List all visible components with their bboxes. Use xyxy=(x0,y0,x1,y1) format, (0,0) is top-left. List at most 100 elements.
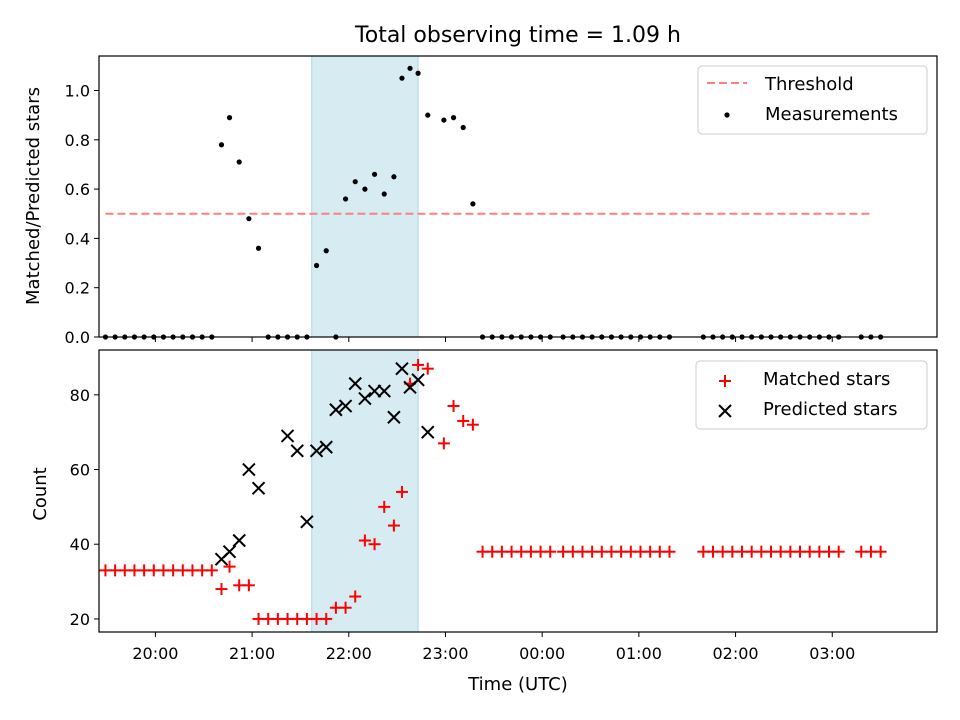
bottom-panel: 20 40 60 80 20:00 21:00 22:00 23:00 00:00 01:00 0… xyxy=(30,349,938,695)
bottom-legend-box xyxy=(695,360,928,430)
top-y-tick-label: 0.2 xyxy=(65,279,90,298)
predicted-star-point xyxy=(242,462,256,477)
matched-star-point xyxy=(412,358,425,371)
matched-star-point xyxy=(368,538,381,551)
legend-predicted-label: Predicted stars xyxy=(763,399,897,420)
matched-star-point xyxy=(663,545,676,558)
measurement-point xyxy=(218,142,225,148)
bottom-plot-frame xyxy=(98,349,938,633)
top-panel: 0.0 0.2 0.4 0.6 0.8 1.0 Total observing time … xyxy=(23,23,938,347)
top-chart-title: Total observing time = 1.09 h xyxy=(354,23,681,48)
matched-star-point xyxy=(421,362,434,375)
measurement-point xyxy=(381,191,387,197)
predicted-star-point xyxy=(348,376,362,391)
matched-star-point xyxy=(395,485,408,498)
bottom-x-tick-label: 00:00 xyxy=(519,644,565,663)
predicted-star-point xyxy=(367,384,382,398)
matched-star-point xyxy=(544,545,557,558)
matched-star-point xyxy=(437,437,450,450)
legend-measurements-label: Measurements xyxy=(765,104,898,125)
matched-star-point xyxy=(387,519,400,532)
predicted-star-point xyxy=(421,425,435,439)
legend-measurements-marker xyxy=(724,112,730,118)
legend-matched-marker xyxy=(719,375,731,387)
matched-star-point xyxy=(466,418,479,431)
bottom-y-tick-label: 60 xyxy=(70,461,90,480)
measurement-point xyxy=(460,124,466,131)
bottom-y-axis-label: Count xyxy=(30,467,51,520)
predicted-star-point xyxy=(329,403,343,417)
measurement-point xyxy=(226,115,233,121)
top-y-tick-label: 0.6 xyxy=(65,180,90,199)
measurement-point xyxy=(391,174,397,180)
predicted-star-point xyxy=(232,533,246,548)
matched-star-point xyxy=(457,414,470,427)
measurement-point xyxy=(246,216,252,222)
matched-star-point xyxy=(339,601,352,614)
top-y-tick-label: 0.8 xyxy=(65,131,90,150)
bottom-x-tick-label: 01:00 xyxy=(616,644,662,663)
matched-star-point xyxy=(215,583,228,596)
top-legend-box xyxy=(697,65,928,135)
measurement-point xyxy=(470,201,476,207)
measurement-point xyxy=(352,179,358,185)
measurement-point xyxy=(342,196,349,202)
legend-threshold-label: Threshold xyxy=(764,74,854,95)
matched-star-point xyxy=(205,564,218,577)
bottom-x-tick-label: 23:00 xyxy=(422,644,468,663)
legend-predicted-marker xyxy=(718,404,732,418)
measurement-point xyxy=(425,112,431,118)
matched-star-point xyxy=(349,590,362,603)
measurement-point xyxy=(255,245,262,251)
top-y-tick-label: 0.0 xyxy=(65,328,90,347)
bottom-x-tick-label: 21:00 xyxy=(229,644,275,663)
measurement-point xyxy=(450,115,457,121)
predicted-star-point xyxy=(251,481,266,495)
shaded-observing-span xyxy=(311,55,419,338)
bottom-legend: Matched stars Predicted stars xyxy=(695,360,928,430)
bottom-x-tick-label: 02:00 xyxy=(713,644,759,663)
measurement-point xyxy=(313,262,320,269)
top-y-tick-label: 1.0 xyxy=(65,82,90,101)
legend-matched-label: Matched stars xyxy=(763,369,890,390)
predicted-star-point xyxy=(319,440,333,454)
bottom-x-tick-label: 20:00 xyxy=(132,644,178,663)
measurement-point xyxy=(371,171,378,177)
matched-star-point xyxy=(320,612,333,625)
matched-star-point xyxy=(358,534,371,547)
predicted-star-point xyxy=(290,444,304,458)
measurement-point xyxy=(323,248,329,254)
top-y-axis-label: Matched/Predicted stars xyxy=(23,87,44,305)
bottom-x-axis-label: Time (UTC) xyxy=(467,674,568,695)
predicted-star-point xyxy=(309,444,324,458)
bottom-x-tick-label: 22:00 xyxy=(326,644,372,663)
top-y-tick-label: 0.4 xyxy=(65,229,90,248)
predicted-star-point xyxy=(387,410,401,424)
measurement-point xyxy=(236,159,242,165)
matched-star-point xyxy=(874,545,887,558)
predicted-star-point xyxy=(395,361,409,376)
matched-star-point xyxy=(223,560,236,573)
measurement-point xyxy=(441,117,447,123)
matched-star-point xyxy=(832,545,845,558)
bottom-y-tick-label: 40 xyxy=(70,535,90,554)
bottom-x-tick-label: 03:00 xyxy=(809,644,855,663)
predicted-star-point xyxy=(280,429,295,443)
bottom-y-tick-label: 80 xyxy=(70,386,90,405)
matched-star-point xyxy=(378,500,391,513)
predicted-star-point xyxy=(411,373,425,387)
matched-star-point xyxy=(242,579,255,592)
predicted-star-point xyxy=(300,515,314,529)
bottom-y-tick-label: 20 xyxy=(70,610,90,629)
top-legend: Threshold Measurements xyxy=(697,65,928,135)
measurement-point xyxy=(407,65,413,71)
measurement-point xyxy=(362,186,368,192)
matched-star-point xyxy=(447,400,460,413)
predicted-star-point xyxy=(338,399,353,413)
predicted-star-point xyxy=(222,544,237,559)
measurement-point xyxy=(415,70,421,76)
measurement-point xyxy=(399,75,405,81)
predicted-star-point xyxy=(358,391,372,406)
top-plot-frame xyxy=(98,55,938,338)
